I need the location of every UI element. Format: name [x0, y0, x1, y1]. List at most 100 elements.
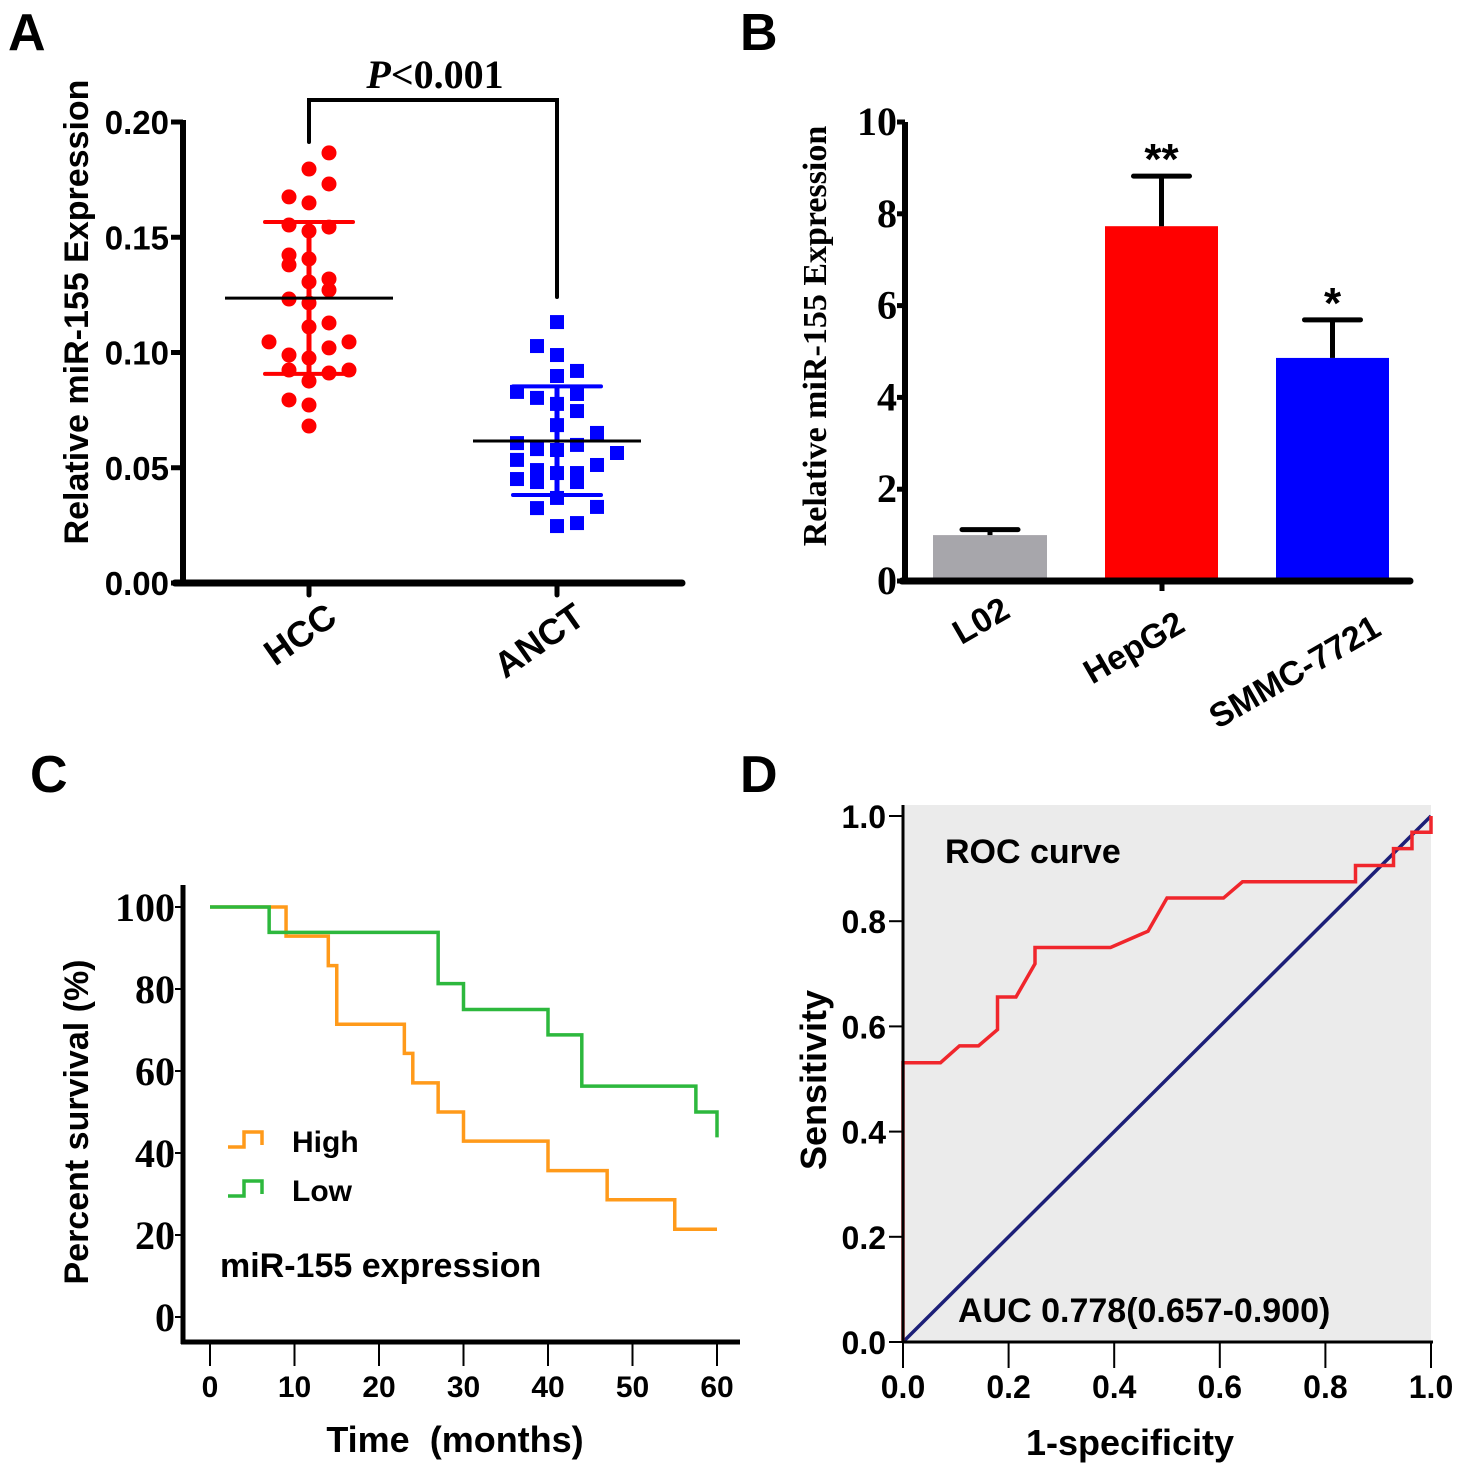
panel-a-point-anct — [570, 475, 584, 490]
panel-d-xlabel: 1-specificity — [1026, 1422, 1234, 1463]
panel-a-point-hcc — [321, 315, 337, 331]
panel-c-y-tick-label: 20 — [135, 1213, 175, 1258]
panel-b-y-tick-label: 6 — [877, 283, 897, 328]
panel-b-significance-marker: ** — [1144, 135, 1179, 184]
panel-a-point-hcc — [261, 334, 277, 350]
panel-a-y-tick-label: 0.10 — [105, 335, 169, 372]
panel-d-auc-annotation: AUC 0.778(0.657-0.900) — [958, 1292, 1330, 1330]
panel-a-point-hcc — [321, 145, 337, 161]
panel-a-x-label: ANCT — [486, 595, 591, 686]
panel-a-point-hcc — [301, 418, 317, 434]
panel-label-a: A — [8, 4, 46, 62]
panel-label-c: C — [30, 746, 68, 804]
panel-b-y-tick-label: 8 — [877, 191, 897, 236]
panel-a-point-anct — [570, 516, 584, 531]
panel-b-y-tick-label: 2 — [877, 466, 897, 511]
panel-c-x-tick-label: 10 — [278, 1371, 311, 1404]
panel-d-reference-line — [901, 814, 1433, 1344]
panel-a-point-anct — [550, 348, 564, 363]
panel-a-pvalue: P<0.001 — [365, 52, 503, 97]
panel-a-point-hcc — [341, 334, 357, 350]
panel-c-survival-chart: Percent survival (%) Time (months) 0 20 40… — [58, 885, 740, 1460]
panel-a-point-hcc — [321, 340, 337, 356]
panel-a-point-anct — [570, 386, 584, 401]
panel-a-point-hcc — [301, 397, 317, 413]
panel-c-y-tick-label: 100 — [115, 885, 175, 930]
panel-a-point-anct — [610, 445, 624, 460]
panel-a-point-anct — [550, 369, 564, 384]
panel-c-y-tick-label: 40 — [135, 1131, 175, 1176]
panel-a-point-anct — [590, 457, 604, 472]
panel-a-ylabel: Relative miR-155 Expression — [58, 80, 96, 545]
panel-a-significance-bracket — [307, 98, 559, 299]
panel-a-point-hcc — [301, 373, 317, 389]
panel-a-y-tick-label: 0.20 — [105, 104, 169, 141]
panel-d-y-tick-label: 0.8 — [842, 904, 886, 940]
panel-c-curve-low — [210, 905, 719, 1138]
panel-label-b: B — [740, 4, 778, 62]
panel-d-y-tick-label: 0.4 — [842, 1115, 887, 1151]
panel-d-x-tick-label: 0.4 — [1092, 1369, 1137, 1405]
panel-c-x-tick-label: 50 — [616, 1371, 649, 1404]
panel-d-x-tick-label: 0.8 — [1303, 1369, 1347, 1405]
panel-c-x-tick-label: 0 — [202, 1371, 219, 1404]
panel-b-ylabel: Relative miR-155 Expression — [797, 126, 834, 547]
panel-d-x-tick-label: 1.0 — [1409, 1369, 1453, 1405]
panel-a-x-label: HCC — [256, 595, 343, 673]
panel-c-legend-label: High — [292, 1126, 359, 1159]
panel-c-xlabel: Time (months) — [326, 1419, 583, 1460]
panel-a-point-anct — [570, 404, 584, 419]
panel-a-point-anct — [530, 390, 544, 405]
panel-b-significance-marker: * — [1324, 279, 1342, 328]
panel-d-y-tick-label: 0.6 — [842, 1009, 886, 1045]
panel-a-point-anct — [550, 519, 564, 534]
panel-a-point-hcc — [301, 195, 317, 211]
panel-b-y-tick-label: 10 — [857, 99, 897, 144]
panel-a-point-anct — [510, 472, 524, 487]
panel-c-x-tick-label: 30 — [447, 1371, 480, 1404]
panel-b-x-label: HepG2 — [1077, 604, 1191, 692]
panel-a-point-anct — [530, 339, 544, 354]
panel-a-y-tick-label: 0.05 — [105, 450, 169, 487]
panel-d-title: ROC curve — [945, 833, 1121, 871]
panel-d-roc-chart: Sensitivity 1-specificity 0.0 0.2 0.4 0.6 0.… — [793, 799, 1453, 1463]
panel-d-ylabel: Sensitivity — [793, 990, 834, 1170]
panel-c-ylabel: Percent survival (%) — [58, 959, 96, 1284]
panel-d-x-tick-label: 0.2 — [986, 1369, 1030, 1405]
panel-b-bar-hepg2 — [1105, 226, 1218, 581]
panel-c-y-tick-label: 0 — [155, 1295, 175, 1340]
panel-a-point-hcc — [281, 392, 297, 408]
panel-a-point-anct — [590, 499, 604, 514]
panel-a-point-hcc — [281, 217, 297, 233]
panel-a-point-hcc — [281, 347, 297, 363]
panel-a-point-anct — [550, 315, 564, 330]
panel-c-legend-label: Low — [292, 1175, 353, 1208]
panel-b-y-tick-label: 4 — [877, 374, 897, 419]
panel-d-x-tick-label: 0.0 — [881, 1369, 925, 1405]
panel-a-pvalue-prefix: P — [365, 52, 391, 97]
panel-d-roc-curve — [901, 816, 1433, 1342]
panel-a-scatter: Relative miR-155 Expression 0.00 0.05 0.10… — [58, 52, 686, 686]
panel-b-bar-smmc-7721 — [1276, 357, 1389, 581]
panel-b-x-label: L02 — [946, 590, 1016, 652]
panel-c-x-tick-label: 40 — [531, 1371, 564, 1404]
panel-c-x-tick-label: 20 — [362, 1371, 395, 1404]
panel-a-point-hcc — [321, 176, 337, 192]
panel-label-d: D — [740, 746, 778, 804]
panel-d-x-tick-label: 0.6 — [1198, 1369, 1242, 1405]
panel-d-y-tick-label: 0.2 — [842, 1220, 886, 1256]
panel-a-point-hcc — [281, 257, 297, 273]
panel-a-y-tick-label: 0.15 — [105, 219, 169, 256]
panel-a-point-anct — [590, 425, 604, 440]
panel-d-y-tick-label: 0.0 — [842, 1325, 886, 1361]
panel-a-point-hcc — [281, 189, 297, 205]
panel-c-legend-swatch-high — [228, 1130, 264, 1149]
panel-a-point-anct — [530, 442, 544, 457]
panel-a-point-anct — [530, 475, 544, 490]
panel-c-y-tick-label: 60 — [135, 1049, 175, 1094]
panel-a-point-anct — [530, 463, 544, 478]
panel-a-point-hcc — [301, 161, 317, 177]
panel-b-x-label: SMMC-7721 — [1203, 608, 1387, 736]
panel-a-point-anct — [510, 436, 524, 451]
